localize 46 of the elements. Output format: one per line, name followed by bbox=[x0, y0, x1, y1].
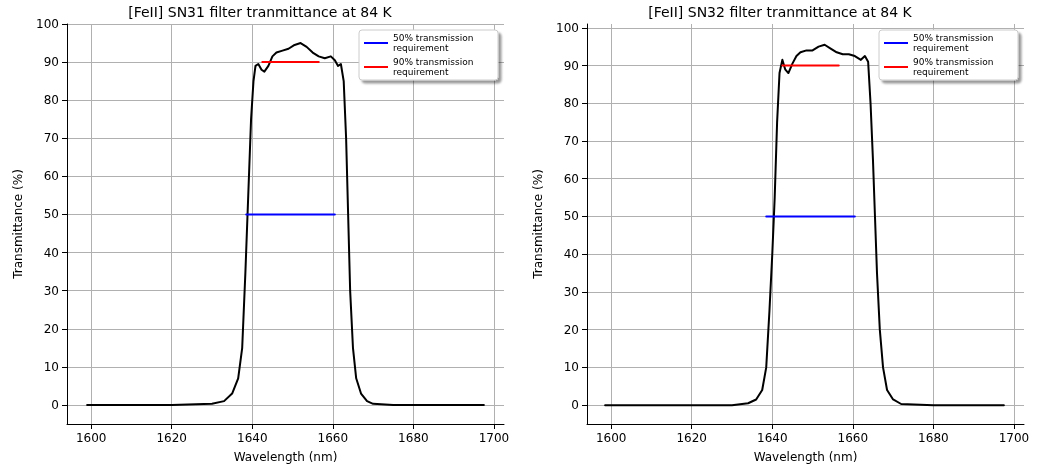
x-axis-title: Wavelength (nm) bbox=[233, 450, 338, 464]
y-tick-label: 80 bbox=[563, 96, 579, 111]
x-tick-label: 1640 bbox=[757, 431, 788, 445]
y-tick-label: 100 bbox=[556, 20, 579, 35]
legend-label: 90% transmission requirement bbox=[913, 57, 997, 77]
y-tick-label: 70 bbox=[43, 131, 59, 146]
line-series bbox=[604, 43, 1005, 407]
x-tick-label: 1640 bbox=[237, 431, 268, 445]
y-tick-label: 10 bbox=[563, 360, 579, 375]
y-tick-label: 50 bbox=[43, 207, 59, 222]
x-tick-label: 1620 bbox=[676, 431, 707, 445]
line-series bbox=[86, 42, 485, 406]
x-tick-label: 1600 bbox=[75, 431, 107, 445]
legend-label: 50% transmission requirement bbox=[913, 33, 997, 53]
legend-label: 90% transmission requirement bbox=[393, 57, 477, 77]
x-tick-label: 1700 bbox=[998, 431, 1030, 445]
y-tick-label: 40 bbox=[563, 247, 579, 262]
y-tick-label: 30 bbox=[563, 284, 579, 299]
y-tick-label: 30 bbox=[43, 283, 59, 298]
y-tick-label: 20 bbox=[43, 321, 59, 336]
y-tick-label: 90 bbox=[563, 58, 579, 73]
x-tick-label: 1600 bbox=[595, 431, 627, 445]
y-tick-label: 60 bbox=[563, 171, 579, 186]
y-tick-label: 70 bbox=[563, 133, 579, 148]
x-tick-label: 1660 bbox=[837, 431, 869, 445]
x-axis-title: Wavelength (nm) bbox=[753, 450, 858, 464]
y-tick-label: 0 bbox=[51, 397, 59, 412]
y-tick-label: 0 bbox=[571, 398, 579, 413]
y-tick-label: 20 bbox=[563, 322, 579, 337]
x-tick-label: 1660 bbox=[317, 431, 349, 445]
x-tick-label: 1700 bbox=[478, 431, 510, 445]
y-tick-label: 60 bbox=[43, 169, 59, 184]
y-axis-title: Transmittance (%) bbox=[11, 169, 25, 280]
y-tick-label: 100 bbox=[36, 17, 59, 31]
y-axis-title: Transmittance (%) bbox=[531, 169, 545, 280]
legend-label: 50% transmission requirement bbox=[393, 33, 477, 53]
chart-title: [FeII] SN31 filter tranmittance at 84 K bbox=[128, 4, 393, 20]
y-tick-label: 50 bbox=[563, 209, 579, 224]
x-tick-label: 1620 bbox=[156, 431, 187, 445]
y-tick-label: 40 bbox=[43, 245, 59, 260]
y-tick-label: 90 bbox=[43, 55, 59, 70]
x-tick-label: 1680 bbox=[398, 431, 429, 445]
x-tick-label: 1680 bbox=[918, 431, 949, 445]
chart-title: [FeII] SN32 filter tranmittance at 84 K bbox=[648, 4, 913, 20]
y-tick-label: 80 bbox=[43, 93, 59, 108]
y-tick-label: 10 bbox=[43, 359, 59, 374]
